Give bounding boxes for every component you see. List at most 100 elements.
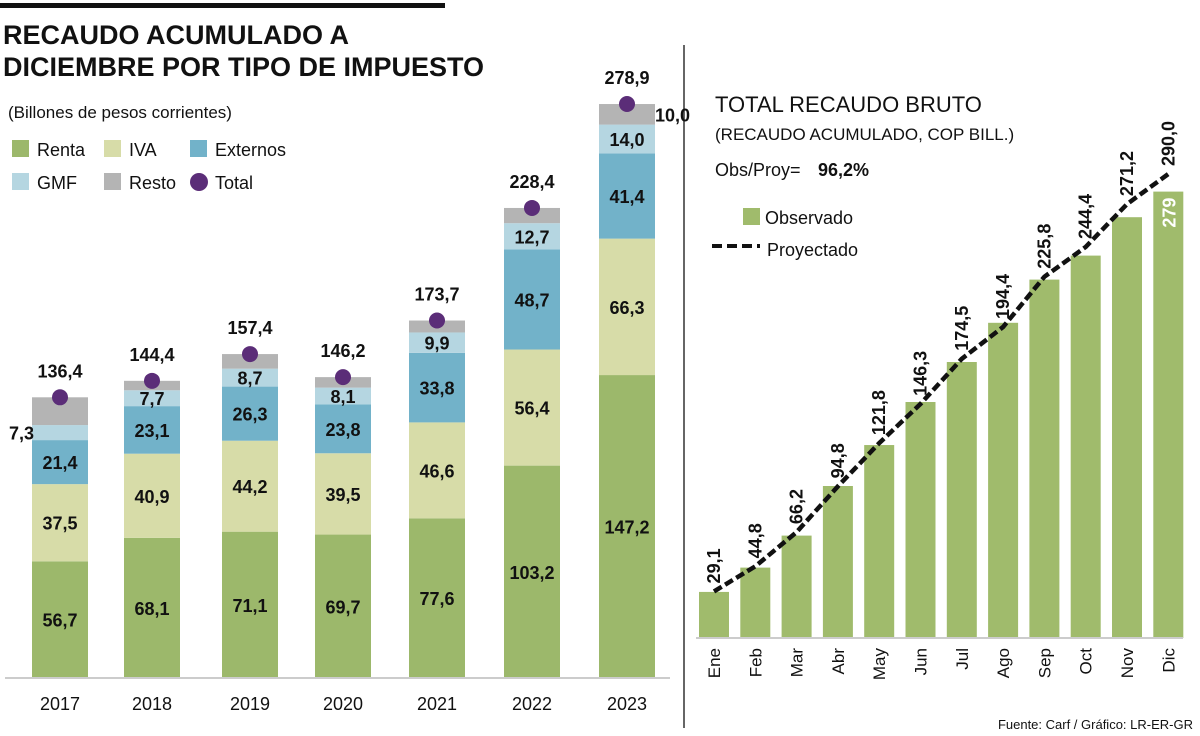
data-label-proyectado-Nov: 271,2 [1117,151,1137,196]
data-label-renta-2018: 68,1 [134,599,169,619]
bar-segment-gmf-2018 [124,390,180,407]
data-label-externos-2017: 21,4 [42,453,77,473]
data-label-iva-2023: 66,3 [609,298,644,318]
data-label-renta-2017: 56,7 [42,611,77,631]
x-tick-2023: 2023 [607,694,647,714]
bar-segment-iva-2020 [315,453,371,535]
data-label-gmf-2023: 14,0 [609,130,644,150]
x-tick-Dic: Dic [1159,648,1178,673]
bar-segment-gmf-2017 [32,425,88,441]
bar-segment-iva-2017 [32,484,88,562]
data-label-externos-2022: 48,7 [514,290,549,310]
x-tick-Feb: Feb [746,648,765,677]
total-dot-2017 [52,389,68,406]
data-label-proyectado-Mar: 66,2 [787,489,807,524]
data-label-iva-2019: 44,2 [232,477,267,497]
data-label-proyectado-Jun: 146,3 [911,351,931,396]
data-label-proyectado-Sep: 225,8 [1034,224,1054,269]
data-label-proyectado-Ene: 29,1 [704,548,724,583]
bar-segment-resto-2023 [599,104,655,125]
total-dot-2020 [335,369,351,386]
left-title-line2: DICIEMBRE POR TIPO DE IMPUESTO [3,52,484,82]
x-tick-Abr: Abr [829,648,848,675]
bar-segment-externos-2018 [124,406,180,454]
bar-observado-Jun [905,402,936,638]
legend-label-resto: Resto [129,173,176,193]
legend-swatch-total [190,173,208,191]
total-dot-2019 [242,346,258,363]
data-label-renta-2022: 103,2 [509,563,554,583]
total-label-2020: 146,2 [320,341,365,361]
legend-swatch-renta [12,140,29,157]
bar-segment-renta-2021 [409,518,465,678]
data-label-proyectado-Ago: 194,4 [993,274,1013,319]
ratio-label: Obs/Proy= [715,160,801,180]
x-tick-Mar: Mar [788,648,807,678]
legend-swatch-gmf [12,173,29,190]
data-label-observado-Dic: 279 [1159,198,1179,228]
data-label-gmf-2018: 7,7 [139,389,164,409]
bar-observado-Oct [1070,255,1101,638]
total-label-2019: 157,4 [227,318,272,338]
x-tick-Sep: Sep [1035,648,1054,678]
legend-label-proyectado: Proyectado [767,240,858,260]
x-tick-2020: 2020 [323,694,363,714]
bar-segment-renta-2020 [315,534,371,678]
bar-segment-externos-2019 [222,386,278,441]
total-label-2017: 136,4 [37,361,82,381]
data-label-renta-2023: 147,2 [604,518,649,538]
bar-observado-Jul [946,362,977,638]
bar-segment-renta-2022 [504,465,560,678]
data-label-externos-2018: 23,1 [134,421,169,441]
total-label-2022: 228,4 [509,172,554,192]
legend-swatch-externos [190,140,207,157]
bar-segment-renta-2019 [222,531,278,678]
x-tick-2021: 2021 [417,694,457,714]
total-dot-2018 [144,372,160,389]
data-label-proyectado-May: 121,8 [869,390,889,435]
total-dot-2021 [429,312,445,329]
x-tick-May: May [870,648,889,681]
bar-segment-externos-2021 [409,352,465,423]
data-label-externos-2023: 41,4 [609,187,644,207]
data-label-renta-2020: 69,7 [325,597,360,617]
total-dot-2022 [524,199,540,216]
bar-observado-Ago [988,322,1019,638]
data-label-resto-2023: 10,0 [655,105,690,125]
bar-segment-externos-2022 [504,249,560,350]
data-label-externos-2019: 26,3 [232,405,267,425]
x-tick-Jun: Jun [912,648,931,675]
bar-segment-renta-2023 [599,375,655,678]
left-subtitle: (Billones de pesos corrientes) [8,103,232,122]
legend-label-total: Total [215,173,253,193]
data-label-iva-2020: 39,5 [325,485,360,505]
data-label-renta-2019: 71,1 [232,596,267,616]
x-tick-Ago: Ago [994,648,1013,678]
data-label-proyectado-Jul: 174,5 [952,306,972,351]
data-label-proyectado-Dic: 290,0 [1158,121,1178,166]
source-note: Fuente: Carf / Gráfico: LR-ER-GR [998,717,1193,732]
x-tick-2018: 2018 [132,694,172,714]
data-label-externos-2020: 23,8 [325,420,360,440]
data-label-gmf-2019: 8,7 [237,369,262,389]
top-rule [0,3,445,8]
data-label-proyectado-Oct: 244,4 [1076,194,1096,239]
legend-swatch-resto [104,173,121,190]
x-tick-Oct: Oct [1077,648,1096,675]
legend-label-renta: Renta [37,140,86,160]
total-label-2023: 278,9 [604,68,649,88]
total-dot-2023 [619,96,635,113]
ratio-value: 96,2% [818,160,869,180]
bar-observado-Mar [781,535,812,638]
bar-observado-Dic [1153,191,1184,638]
bar-segment-gmf-2021 [409,332,465,353]
data-label-iva-2021: 46,6 [419,461,454,481]
bar-observado-Abr [822,486,853,638]
bar-segment-iva-2018 [124,453,180,538]
x-tick-2022: 2022 [512,694,552,714]
bar-observado-May [864,445,895,638]
bar-segment-iva-2019 [222,440,278,532]
data-label-iva-2018: 40,9 [134,487,169,507]
